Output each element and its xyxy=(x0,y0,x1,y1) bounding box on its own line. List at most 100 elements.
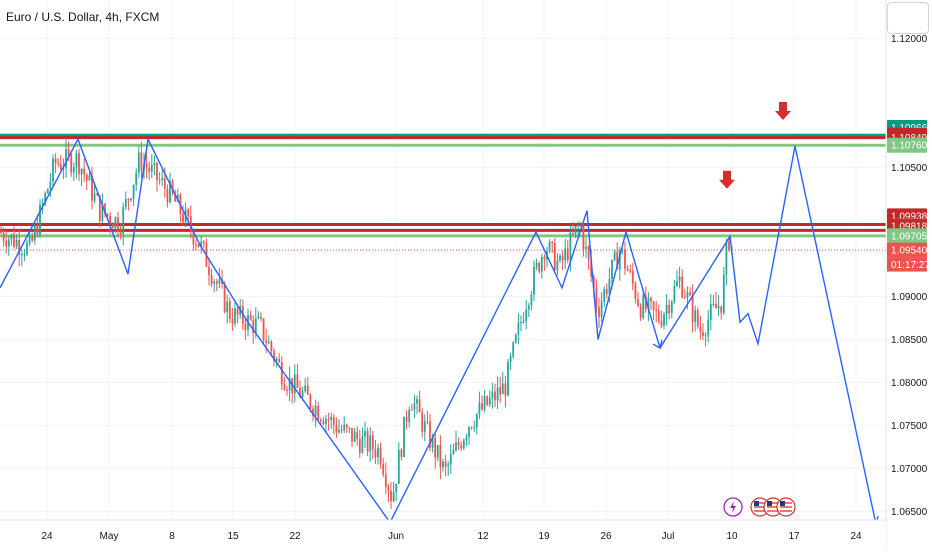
lightning-glyph xyxy=(730,501,736,513)
candle-body xyxy=(720,306,723,313)
candle-body xyxy=(280,362,283,385)
candle-body xyxy=(135,172,138,185)
candle-body xyxy=(49,181,52,190)
candle-body xyxy=(195,244,197,246)
candle-body xyxy=(83,168,86,175)
candle-body xyxy=(559,255,561,261)
candle-body xyxy=(543,256,546,260)
candle-body xyxy=(356,431,359,440)
candle-body xyxy=(533,266,535,295)
candle-body xyxy=(262,318,265,341)
candle-body xyxy=(551,241,554,244)
candle-body xyxy=(426,421,429,423)
candle-body xyxy=(166,188,169,202)
candle-body xyxy=(325,418,327,425)
candle-body xyxy=(353,431,356,442)
price-axis xyxy=(886,0,932,550)
candle-body xyxy=(709,304,712,320)
chart-title: Euro / U.S. Dollar, 4h, FXCM xyxy=(6,10,160,24)
price-tag-label: 1.10760 xyxy=(891,141,928,152)
candle-body xyxy=(52,158,54,182)
candle-body xyxy=(23,254,26,256)
candle-body xyxy=(260,316,262,319)
candle-body xyxy=(244,323,247,330)
y-tick-label: 1.06500 xyxy=(891,507,928,518)
candle-body xyxy=(88,175,91,181)
candle-body xyxy=(436,445,439,458)
candle-body xyxy=(44,193,47,204)
candle-body xyxy=(228,301,231,319)
price-tag xyxy=(887,242,927,258)
candle-body xyxy=(374,449,377,458)
candle-body xyxy=(600,302,603,317)
x-tick-label: 10 xyxy=(726,531,738,542)
candle-body xyxy=(117,217,119,233)
candle-body xyxy=(265,340,268,344)
candle-body xyxy=(296,374,299,388)
candle-body xyxy=(660,321,663,326)
candle-body xyxy=(400,449,403,458)
candle-body xyxy=(322,420,325,425)
x-tick-label: 26 xyxy=(600,531,612,542)
candle-body xyxy=(434,437,437,458)
candle-body xyxy=(585,246,587,249)
candle-body xyxy=(293,374,296,394)
candle-body xyxy=(275,359,278,361)
candle-body xyxy=(699,326,702,333)
candle-body xyxy=(683,297,686,299)
candle-body xyxy=(616,251,619,270)
candle-body xyxy=(392,491,395,502)
candles xyxy=(0,138,733,509)
candle-body xyxy=(254,318,257,333)
candle-body xyxy=(670,301,673,313)
chart-settings-button[interactable] xyxy=(887,2,929,34)
candle-body xyxy=(80,168,83,175)
candle-body xyxy=(278,359,281,363)
candle-body xyxy=(725,241,728,275)
candle-body xyxy=(579,225,582,227)
candle-body xyxy=(286,389,288,391)
candle-body xyxy=(65,149,67,168)
candle-body xyxy=(226,301,229,312)
candle-body xyxy=(343,424,346,431)
flag-canton xyxy=(780,501,785,506)
candle-body xyxy=(36,225,39,235)
candle-body xyxy=(41,203,44,205)
candle-body xyxy=(561,255,564,261)
candle-body xyxy=(514,334,517,343)
candle-body xyxy=(405,416,408,422)
candle-body xyxy=(156,162,158,181)
candle-body xyxy=(501,383,504,395)
candle-body xyxy=(715,303,717,309)
candle-body xyxy=(148,167,151,172)
candle-body xyxy=(171,180,174,194)
candle-body xyxy=(507,361,509,396)
candle-body xyxy=(174,193,177,202)
candle-body xyxy=(564,248,567,261)
candle-body xyxy=(676,281,678,287)
candle-body xyxy=(509,356,512,362)
candle-body xyxy=(309,394,312,409)
price-tag-label: 1.09705 xyxy=(891,231,928,242)
price-tag xyxy=(887,137,927,153)
candle-body xyxy=(215,281,218,284)
wave-arrowhead xyxy=(652,339,663,350)
down-arrow-icon xyxy=(719,170,735,189)
candle-body xyxy=(39,204,41,235)
x-tick-label: Jul xyxy=(662,531,675,542)
candle-body xyxy=(449,454,452,465)
candle-body xyxy=(691,295,694,323)
time-axis xyxy=(0,520,886,550)
candle-body xyxy=(270,341,273,352)
candle-body xyxy=(182,214,184,223)
candle-body xyxy=(5,240,8,247)
candle-body xyxy=(345,424,348,428)
countdown-label: 01:17:27 xyxy=(891,260,930,271)
candle-body xyxy=(686,292,689,298)
candle-body xyxy=(626,268,629,271)
candle-body xyxy=(163,177,166,189)
candle-body xyxy=(429,421,431,448)
candle-body xyxy=(457,442,460,446)
